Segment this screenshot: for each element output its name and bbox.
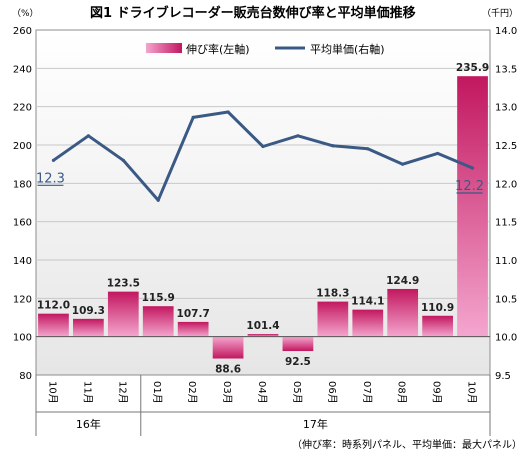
right-tick-label: 11.0 — [495, 256, 517, 267]
x-tick-label: 04月 — [256, 381, 268, 404]
line-data-label: 12.2 — [455, 179, 484, 194]
left-tick-label: 160 — [13, 218, 32, 229]
bar — [387, 288, 419, 337]
line-point — [401, 162, 405, 166]
bar-data-label: 123.5 — [107, 278, 140, 290]
legend-line-label: 平均単価(右軸) — [310, 42, 385, 56]
bar-data-label: 124.9 — [386, 275, 419, 287]
bar-data-label: 107.7 — [177, 308, 210, 320]
line-data-labels: 12.3 12.2 — [36, 171, 484, 194]
right-axis-ticks: 9.5 10.0 10.5 11.0 11.5 12.0 12.5 13.0 13.5 14.0 — [495, 26, 517, 382]
footnote: （伸び率：時系列パネル、平均単価：最大パネル） — [292, 438, 522, 451]
bar-data-label: 112.0 — [37, 300, 70, 312]
x-axis-groups: 16年 17年 — [35, 375, 491, 436]
bar — [422, 315, 453, 337]
line-series — [51, 110, 475, 202]
left-tick-label: 140 — [13, 256, 32, 267]
line-point — [366, 147, 370, 151]
x-tick-label: 10月 — [466, 381, 478, 404]
bar — [107, 291, 139, 337]
line-point — [156, 198, 160, 202]
right-tick-label: 9.5 — [495, 371, 511, 382]
line-point — [226, 110, 230, 114]
x-tick-label: 01月 — [151, 381, 163, 404]
chart-title: 図1 ドライブレコーダー販売台数伸び率と平均単価推移 — [90, 5, 416, 21]
line-point — [436, 151, 440, 156]
line-point — [296, 134, 300, 138]
x-tick-label: 05月 — [291, 381, 303, 404]
x-tick-label: 11月 — [81, 381, 93, 404]
bar — [317, 301, 349, 337]
bar — [212, 336, 244, 359]
right-tick-label: 11.5 — [495, 218, 517, 229]
bar — [457, 76, 488, 337]
x-tick-label: 10月 — [46, 381, 58, 404]
left-tick-label: 260 — [13, 26, 32, 37]
bar-data-label: 109.3 — [72, 305, 105, 317]
line-point — [51, 158, 56, 162]
right-tick-label: 13.0 — [495, 103, 517, 114]
bar-data-label: 114.1 — [351, 296, 384, 308]
left-tick-label: 240 — [13, 64, 32, 75]
group-label: 17年 — [303, 417, 328, 431]
right-tick-label: 10.5 — [495, 294, 517, 305]
bar — [247, 333, 279, 337]
x-tick-label: 02月 — [186, 381, 198, 404]
bar — [142, 306, 174, 337]
line-point — [86, 134, 90, 138]
legend-bar-label: 伸び率(左軸) — [186, 42, 250, 56]
line-data-label: 12.3 — [36, 171, 65, 186]
legend: 伸び率(左軸) 平均単価(右軸) — [146, 42, 385, 56]
left-tick-label: 220 — [13, 103, 32, 114]
left-tick-label: 200 — [13, 141, 32, 152]
right-tick-label: 10.0 — [495, 333, 517, 344]
bar-data-label: 101.4 — [246, 320, 279, 332]
left-tick-label: 100 — [13, 333, 32, 344]
bar-data-label: 118.3 — [316, 288, 349, 300]
right-tick-label: 12.5 — [495, 141, 517, 152]
x-tick-label: 07月 — [361, 381, 373, 404]
bar-data-label: 88.6 — [215, 364, 241, 376]
line-point — [191, 115, 195, 119]
bar-data-label: 115.9 — [142, 292, 175, 304]
left-tick-label: 80 — [19, 371, 32, 382]
x-tick-label: 08月 — [396, 381, 408, 404]
legend-bar-swatch — [146, 43, 182, 53]
group-label: 16年 — [76, 417, 101, 431]
bar-series — [38, 76, 488, 359]
x-tick-label: 06月 — [326, 381, 338, 404]
bar-data-label: 110.9 — [421, 302, 454, 314]
x-axis-ticks: 10月 11月 12月 01月 02月 03月 04月 05月 06月 07月 08月 09月 10月 — [46, 381, 477, 404]
line-point — [121, 158, 125, 162]
bar-data-label: 92.5 — [285, 356, 311, 368]
bar — [282, 336, 314, 352]
x-tick-label: 12月 — [116, 381, 128, 404]
bar — [177, 321, 209, 337]
x-tick-label: 09月 — [431, 381, 443, 404]
line-point — [331, 144, 335, 148]
bar — [352, 309, 384, 337]
bar-data-label: 235.9 — [456, 62, 489, 74]
x-tick-label: 03月 — [221, 381, 233, 404]
line-point — [470, 166, 475, 170]
line-point — [261, 144, 265, 149]
right-unit-label: （千円） — [482, 8, 518, 19]
right-tick-label: 14.0 — [495, 26, 517, 37]
left-tick-label: 120 — [13, 294, 32, 305]
right-tick-label: 13.5 — [495, 64, 517, 75]
left-axis-ticks: 80 100 120 140 160 180 200 220 240 260 — [13, 26, 32, 382]
right-tick-label: 12.0 — [495, 179, 517, 190]
bar — [73, 318, 104, 337]
left-tick-label: 180 — [13, 179, 32, 190]
bar — [38, 313, 69, 337]
left-unit-label: （%） — [12, 8, 39, 19]
